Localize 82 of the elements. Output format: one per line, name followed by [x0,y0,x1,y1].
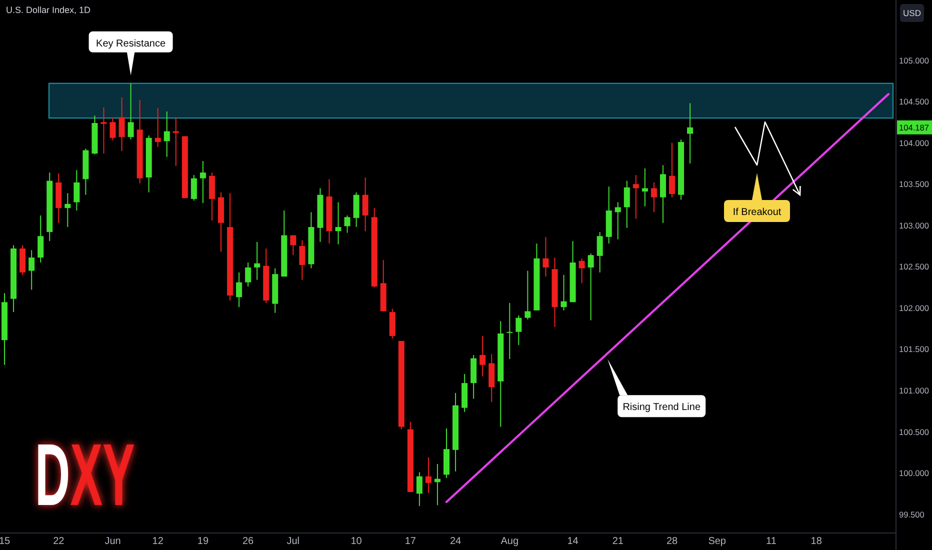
candlestick [64,192,71,228]
candlestick [290,234,296,256]
candlestick [524,270,531,320]
y-tick-label: 104.500 [899,96,930,107]
y-tick-label: 101.000 [899,385,930,396]
y-tick-label: 103.000 [899,220,930,230]
x-tick-label: Jul [286,536,300,547]
y-tick-label: 99.500 [899,509,925,520]
annotation: Rising Trend Line [622,402,701,414]
candlestick [687,102,694,164]
x-tick-label: Sep [708,536,726,547]
candlestick [624,180,630,228]
candlestick [245,262,252,287]
y-tick-label: 104.000 [899,138,930,148]
x-tick-label: 11 [766,536,777,547]
y-tick-label: 103.500 [899,179,930,190]
candlestick [434,463,440,506]
candlestick [236,272,242,308]
candlestick [588,252,594,321]
candlestick [362,176,368,232]
y-tick-label: 100.500 [899,426,930,437]
candlestick [200,160,206,204]
candlestick [642,168,648,207]
candlestick [596,231,603,273]
annotation: DXY [35,425,162,524]
candlestick [154,108,161,148]
x-tick-label: 14 [567,536,579,547]
text: U.S. Dollar Index, 1D [6,5,92,15]
y-axis-title: USD [903,8,921,18]
candlestick [190,174,197,202]
annotation: If Breakout [732,207,782,218]
candlestick [488,354,495,403]
candlestick [208,172,215,221]
candlestick [344,214,350,234]
y-tick-label: 102.500 [899,262,930,272]
candlestick [299,240,306,280]
candlestick [74,170,80,212]
candlestick [389,308,396,339]
x-tick-label: 26 [242,536,254,547]
x-tick-label: Jun [104,536,121,547]
candlestick [516,314,522,346]
candlestick [20,244,26,276]
candlestick [425,456,432,494]
candlestick [254,241,260,280]
y-tick-label: 100.000 [899,468,930,478]
candlestick [172,116,179,166]
candlestick [480,335,486,377]
x-tick-label: 21 [612,536,624,547]
candlestick [128,82,134,140]
x-tick-label: 12 [152,536,164,547]
band-label: Key Resistance [96,38,166,50]
candlestick [650,182,657,213]
x-tick-label: 15 [0,536,11,547]
candlestick [560,274,567,311]
y-tick-label: 101.500 [899,344,930,354]
y-tick-label: 102.000 [899,302,930,313]
candlestick [100,106,107,154]
x-tick-label: 17 [404,536,416,547]
x-tick-label: 28 [666,536,678,547]
candlestick [632,174,639,220]
x-tick-label: 10 [350,536,362,547]
candlestick [578,258,585,284]
candlestick [353,192,360,228]
x-tick-label: 24 [450,536,462,547]
candlestick [110,118,116,141]
x-tick-label: 19 [197,536,209,547]
candlestick [660,164,666,224]
candlestick [28,250,35,290]
candlestick [164,110,170,158]
candlestick [614,202,621,240]
x-tick-label: Aug [500,536,519,547]
candlestick [506,302,513,360]
candlestick [38,214,44,264]
text: 104.187 [899,122,930,132]
candlestick [542,236,549,278]
candlestick [335,202,342,245]
candlestick [118,96,125,152]
x-tick-label: 22 [53,536,65,547]
candlestick [416,472,422,507]
y-tick-label: 105.000 [899,55,930,66]
candlestick [669,142,676,198]
x-tick-label: 18 [810,536,822,547]
